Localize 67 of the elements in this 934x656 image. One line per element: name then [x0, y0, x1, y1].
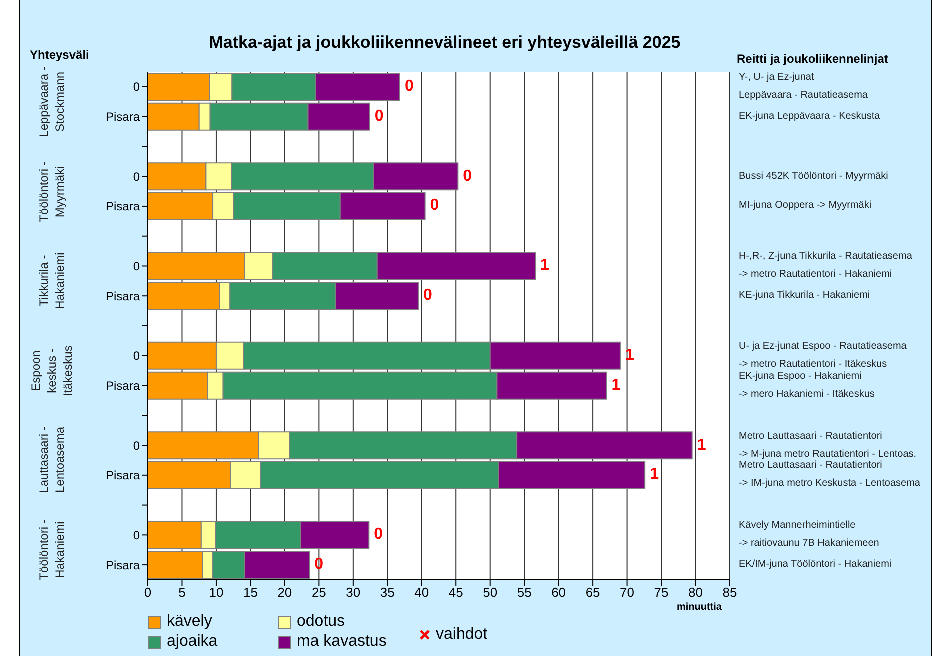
x-tick-label: 45: [448, 585, 464, 600]
y-tick-label: Pisara: [106, 110, 140, 124]
text: Tikkurila - Hakaniemi: [36, 252, 68, 312]
annotation: 1: [650, 465, 659, 486]
y-tick-label: Pisara: [106, 200, 140, 214]
y-axis-title: Yhteysväli: [30, 48, 90, 62]
text: EK/IM-juna Töölöntori - Hakaniemi: [739, 559, 892, 570]
text: Lauttasaari - Lentoasema: [36, 426, 68, 496]
x-tick-label: 25: [312, 585, 326, 600]
text: H-,R-, Z-juna Tikkurila - Rautatieasema -> metro Rautatientori - Hakaniemi: [739, 250, 912, 282]
annotation: 0: [430, 196, 440, 216]
text: Metro Lauttasaari - Rautatientori -> M-juna metro Rautatientori - Lentoas.: [739, 430, 917, 460]
annotation: 0: [374, 525, 384, 546]
x-tick-label: 60: [552, 585, 566, 600]
text: Metro Lauttasaari - Rautatientori -> IM-juna metro Keskusta - Lentoasema: [739, 460, 920, 490]
text: Töölöntori - Myyrmäki: [37, 161, 67, 222]
text: Kävely Mannerheimintielle -> raitiovaunu 7B Hakaniemeen: [739, 519, 880, 552]
text: Leppävaara - Stockmann: [37, 66, 67, 138]
y-tick-label: 0: [133, 528, 140, 542]
text: Y-, U- ja Ez-junat Leppävaara - Rautatieasema: [739, 70, 868, 103]
annotation: 0: [423, 286, 432, 306]
y-tick-label: 0: [133, 438, 140, 453]
text: EK-juna Espoo - Hakaniemi -> mero Hakaniemi - Itäkeskus: [739, 370, 875, 400]
y-tick-label: 0: [133, 259, 140, 274]
y-tick-label: Pisara: [106, 558, 140, 572]
text: EK-juna Leppävaara - Keskusta: [739, 110, 880, 122]
x-tick-label: 5: [178, 585, 186, 600]
y-tick-label: 0: [133, 170, 140, 184]
y-tick-label: 0: [133, 80, 140, 94]
y-tick-label: Pisara: [106, 379, 140, 394]
x-tick-label: 50: [483, 585, 498, 600]
x-tick-label: 35: [380, 585, 395, 600]
x-tick-label: 80: [688, 585, 703, 600]
chart-title: Matka-ajat ja joukkoliikennevälineet eri yhteysväleillä 2025: [208, 33, 682, 53]
y-tick-label: Pisara: [106, 468, 140, 483]
annotation: 0: [463, 166, 472, 187]
text: Töölöntori - Hakaniemi: [37, 520, 67, 580]
text: U- ja Ez-junat Espoo - Rautatieasema -> metro Rautatientori - Itäkeskus: [739, 340, 907, 370]
x-tick-label: 70: [620, 585, 635, 600]
x-tick-label: 10: [209, 585, 224, 600]
y-tick-label: 0: [133, 349, 140, 364]
x-tick-label: 55: [517, 585, 532, 600]
text: MI-juna Ooppera -> Myyrmäki: [739, 199, 872, 214]
x-tick-label: 40: [414, 585, 430, 600]
x-tick-label: 0: [144, 585, 152, 600]
text: Reitti ja joukoliikennelinjat: [737, 52, 888, 66]
x-tick-label: 65: [586, 585, 600, 600]
x-tick-label: 20: [278, 585, 292, 600]
legend-label: odotus: [297, 612, 346, 632]
text: KE-juna Tikkurila - Hakaniemi: [739, 290, 870, 302]
x-tick-label: 75: [654, 585, 669, 600]
x-tick-label: 15: [243, 585, 258, 600]
annotation: 0: [374, 106, 384, 127]
annotation: 1: [540, 256, 550, 276]
text: Bussi 452K Töölöntori - Myyrmäki: [739, 170, 888, 184]
x-tick-label: 85: [722, 585, 738, 600]
text: vaihdot: [436, 626, 488, 644]
y-tick-label: Pisara: [106, 289, 140, 304]
text: Espoon keskus - Itäkeskus: [29, 345, 75, 396]
annotation: 1: [612, 376, 621, 396]
legend-label: ma kavastus: [297, 632, 387, 652]
x-axis-title: minuuttia: [677, 602, 722, 613]
legend-label: kävely: [167, 612, 212, 632]
x-tick-label: 30: [346, 585, 361, 600]
annotation: 0: [404, 76, 414, 97]
annotation: 1: [697, 436, 706, 456]
legend-label: ajoaika: [167, 632, 218, 652]
